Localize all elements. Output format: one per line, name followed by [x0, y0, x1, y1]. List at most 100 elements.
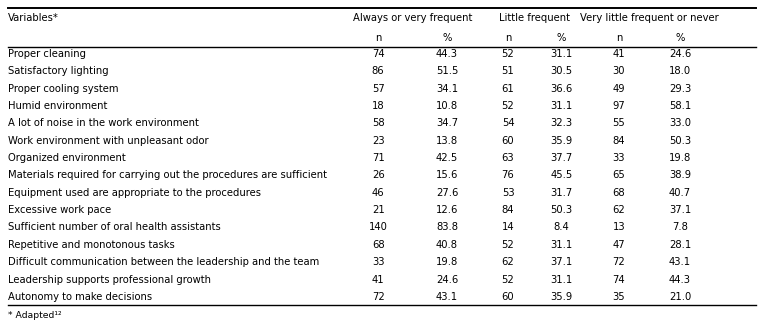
- Text: 83.8: 83.8: [436, 222, 458, 232]
- Text: 68: 68: [372, 240, 384, 250]
- Text: 62: 62: [502, 257, 514, 267]
- Text: Excessive work pace: Excessive work pace: [8, 205, 111, 215]
- Text: 65: 65: [613, 170, 625, 180]
- Text: 42.5: 42.5: [435, 153, 458, 163]
- Text: 54: 54: [502, 118, 514, 128]
- Text: Autonomy to make decisions: Autonomy to make decisions: [8, 292, 152, 302]
- Text: 71: 71: [372, 153, 384, 163]
- Text: Little frequent: Little frequent: [500, 13, 570, 23]
- Text: Satisfactory lighting: Satisfactory lighting: [8, 66, 108, 76]
- Text: 34.1: 34.1: [436, 84, 458, 94]
- Text: 31.1: 31.1: [550, 275, 573, 285]
- Text: 19.8: 19.8: [668, 153, 691, 163]
- Text: 7.8: 7.8: [672, 222, 688, 232]
- Text: 40.7: 40.7: [669, 188, 691, 198]
- Text: 12.6: 12.6: [435, 205, 458, 215]
- Text: 57: 57: [372, 84, 384, 94]
- Text: 61: 61: [502, 84, 514, 94]
- Text: 86: 86: [372, 66, 384, 76]
- Text: 33: 33: [613, 153, 625, 163]
- Text: 62: 62: [613, 205, 625, 215]
- Text: 24.6: 24.6: [435, 275, 458, 285]
- Text: A lot of noise in the work environment: A lot of noise in the work environment: [8, 118, 199, 128]
- Text: n: n: [505, 33, 511, 43]
- Text: 28.1: 28.1: [668, 240, 691, 250]
- Text: 23: 23: [372, 136, 384, 146]
- Text: %: %: [442, 33, 452, 43]
- Text: 31.7: 31.7: [550, 188, 573, 198]
- Text: 8.4: 8.4: [554, 222, 569, 232]
- Text: 40.8: 40.8: [436, 240, 458, 250]
- Text: 74: 74: [372, 49, 384, 59]
- Text: n: n: [616, 33, 622, 43]
- Text: %: %: [557, 33, 566, 43]
- Text: n: n: [375, 33, 381, 43]
- Text: Very little frequent or never: Very little frequent or never: [580, 13, 719, 23]
- Text: 97: 97: [613, 101, 625, 111]
- Text: Leadership supports professional growth: Leadership supports professional growth: [8, 275, 211, 285]
- Text: Proper cooling system: Proper cooling system: [8, 84, 118, 94]
- Text: 30: 30: [613, 66, 625, 76]
- Text: 58: 58: [372, 118, 384, 128]
- Text: 84: 84: [613, 136, 625, 146]
- Text: 52: 52: [502, 240, 514, 250]
- Text: 37.1: 37.1: [550, 257, 573, 267]
- Text: 13.8: 13.8: [436, 136, 458, 146]
- Text: 72: 72: [372, 292, 384, 302]
- Text: 43.1: 43.1: [669, 257, 691, 267]
- Text: 72: 72: [613, 257, 625, 267]
- Text: Equipment used are appropriate to the procedures: Equipment used are appropriate to the pr…: [8, 188, 261, 198]
- Text: Variables*: Variables*: [8, 13, 59, 23]
- Text: * Adapted¹²: * Adapted¹²: [8, 311, 61, 320]
- Text: Always or very frequent: Always or very frequent: [353, 13, 472, 23]
- Text: 50.3: 50.3: [669, 136, 691, 146]
- Text: 18: 18: [372, 101, 384, 111]
- Text: 31.1: 31.1: [550, 49, 573, 59]
- Text: 38.9: 38.9: [669, 170, 691, 180]
- Text: Work environment with unpleasant odor: Work environment with unpleasant odor: [8, 136, 209, 146]
- Text: Humid environment: Humid environment: [8, 101, 107, 111]
- Text: Materials required for carrying out the procedures are sufficient: Materials required for carrying out the …: [8, 170, 327, 180]
- Text: 31.1: 31.1: [550, 101, 573, 111]
- Text: 45.5: 45.5: [550, 170, 573, 180]
- Text: Organized environment: Organized environment: [8, 153, 125, 163]
- Text: 31.1: 31.1: [550, 240, 573, 250]
- Text: Difficult communication between the leadership and the team: Difficult communication between the lead…: [8, 257, 319, 267]
- Text: 50.3: 50.3: [551, 205, 572, 215]
- Text: 30.5: 30.5: [551, 66, 572, 76]
- Text: 46: 46: [372, 188, 384, 198]
- Text: 29.3: 29.3: [668, 84, 691, 94]
- Text: 19.8: 19.8: [435, 257, 458, 267]
- Text: 68: 68: [613, 188, 625, 198]
- Text: 74: 74: [613, 275, 625, 285]
- Text: 10.8: 10.8: [436, 101, 458, 111]
- Text: 53: 53: [502, 188, 514, 198]
- Text: Proper cleaning: Proper cleaning: [8, 49, 86, 59]
- Text: 35.9: 35.9: [550, 136, 573, 146]
- Text: 35: 35: [613, 292, 625, 302]
- Text: 44.3: 44.3: [669, 275, 691, 285]
- Text: 21: 21: [372, 205, 384, 215]
- Text: 26: 26: [372, 170, 384, 180]
- Text: 15.6: 15.6: [435, 170, 458, 180]
- Text: 18.0: 18.0: [669, 66, 691, 76]
- Text: 41: 41: [613, 49, 625, 59]
- Text: 51.5: 51.5: [435, 66, 458, 76]
- Text: 52: 52: [502, 49, 514, 59]
- Text: 43.1: 43.1: [436, 292, 458, 302]
- Text: 36.6: 36.6: [550, 84, 573, 94]
- Text: 24.6: 24.6: [668, 49, 691, 59]
- Text: 35.9: 35.9: [550, 292, 573, 302]
- Text: 49: 49: [613, 84, 625, 94]
- Text: 51: 51: [502, 66, 514, 76]
- Text: Sufficient number of oral health assistants: Sufficient number of oral health assista…: [8, 222, 220, 232]
- Text: 27.6: 27.6: [435, 188, 458, 198]
- Text: 60: 60: [502, 292, 514, 302]
- Text: 47: 47: [613, 240, 625, 250]
- Text: 37.1: 37.1: [668, 205, 691, 215]
- Text: 21.0: 21.0: [668, 292, 691, 302]
- Text: 58.1: 58.1: [668, 101, 691, 111]
- Text: 32.3: 32.3: [551, 118, 572, 128]
- Text: 52: 52: [502, 101, 514, 111]
- Text: 33: 33: [372, 257, 384, 267]
